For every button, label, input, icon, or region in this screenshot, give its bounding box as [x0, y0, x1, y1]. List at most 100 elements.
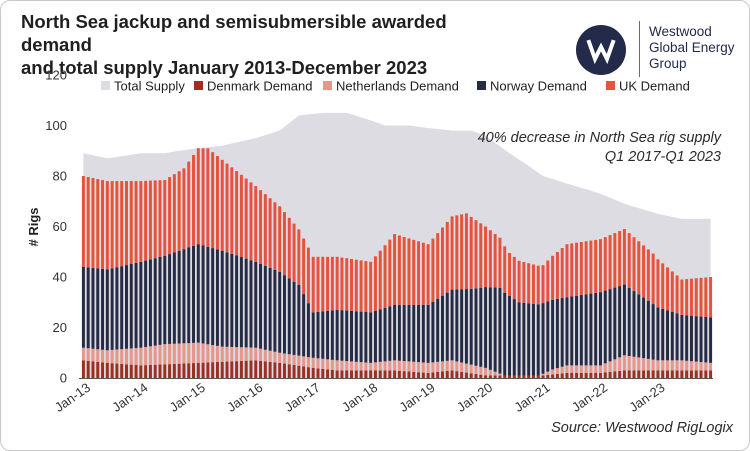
- bar-denmark-demand-60: [369, 370, 373, 378]
- bar-uk-demand-29: [220, 159, 224, 251]
- bar-uk-demand-42: [283, 212, 286, 276]
- bar-norway-demand-23: [192, 245, 195, 343]
- bar-netherlands-demand-44: [292, 354, 296, 366]
- bar-denmark-demand-120: [656, 370, 660, 378]
- bar-denmark-demand-84: [484, 375, 488, 378]
- bar-norway-demand-72: [426, 304, 430, 363]
- bar-norway-demand-118: [646, 300, 650, 359]
- bar-uk-demand-86: [493, 233, 497, 288]
- bar-norway-demand-92: [522, 302, 526, 376]
- bar-denmark-demand-37: [259, 360, 263, 378]
- bar-norway-demand-87: [498, 287, 502, 374]
- bar-denmark-demand-51: [326, 369, 330, 378]
- chart-title-line-1: North Sea jackup and semisubmersible awa…: [21, 11, 447, 55]
- bar-uk-demand-106: [589, 240, 593, 294]
- bar-denmark-demand-20: [177, 363, 181, 378]
- bar-denmark-demand-55: [345, 370, 349, 378]
- bar-netherlands-demand-41: [278, 352, 282, 363]
- bar-uk-demand-67: [402, 236, 406, 305]
- bar-uk-demand-95: [536, 265, 540, 305]
- bar-denmark-demand-48: [311, 367, 315, 378]
- bar-netherlands-demand-38: [263, 349, 267, 362]
- bar-denmark-demand-57: [354, 370, 358, 378]
- bar-uk-demand-72: [426, 244, 430, 305]
- bar-uk-demand-57: [354, 259, 358, 312]
- bar-netherlands-demand-4: [101, 349, 105, 363]
- bar-norway-demand-108: [599, 292, 602, 366]
- bar-uk-demand-41: [278, 206, 282, 272]
- bar-denmark-demand-5: [105, 362, 109, 378]
- x-tick-label: Jan-21: [511, 380, 552, 415]
- bar-netherlands-demand-101: [565, 365, 569, 373]
- bar-uk-demand-0: [81, 176, 85, 267]
- bar-denmark-demand-119: [651, 370, 655, 378]
- bar-netherlands-demand-28: [215, 345, 219, 363]
- bar-norway-demand-14: [148, 259, 152, 347]
- bar-norway-demand-8: [120, 266, 124, 350]
- bar-norway-demand-68: [407, 304, 411, 362]
- bar-denmark-demand-34: [244, 360, 248, 378]
- bar-uk-demand-43: [287, 217, 291, 279]
- bar-netherlands-demand-52: [330, 359, 334, 370]
- bar-uk-demand-73: [431, 238, 435, 302]
- bar-uk-demand-125: [680, 279, 684, 315]
- bar-denmark-demand-101: [565, 372, 569, 378]
- bar-norway-demand-124: [675, 313, 679, 361]
- bar-uk-demand-2: [91, 178, 95, 268]
- y-tick-label: 100: [45, 118, 67, 133]
- bar-norway-demand-84: [484, 287, 488, 368]
- bar-denmark-demand-111: [613, 371, 617, 378]
- bar-denmark-demand-95: [536, 375, 540, 378]
- bar-netherlands-demand-74: [436, 361, 440, 372]
- bar-denmark-demand-100: [560, 373, 564, 378]
- bar-uk-demand-120: [656, 259, 660, 308]
- bar-denmark-demand-18: [168, 364, 172, 378]
- bar-uk-demand-5: [105, 181, 109, 270]
- bar-norway-demand-100: [560, 298, 564, 367]
- supply-annotation: 40% decrease in North Sea rig supply Q1 …: [478, 129, 721, 167]
- bar-denmark-demand-54: [340, 370, 344, 378]
- bar-uk-demand-60: [369, 261, 373, 313]
- bar-denmark-demand-122: [666, 370, 669, 378]
- bar-uk-demand-13: [144, 180, 148, 261]
- bar-uk-demand-115: [632, 237, 636, 292]
- bar-uk-demand-45: [297, 229, 301, 285]
- bar-norway-demand-65: [393, 304, 397, 361]
- bar-denmark-demand-9: [125, 364, 128, 378]
- bar-uk-demand-70: [417, 241, 421, 305]
- x-tick-label: Jan-13: [52, 380, 93, 415]
- bar-netherlands-demand-25: [201, 343, 205, 363]
- bar-netherlands-demand-85: [488, 369, 492, 376]
- bar-denmark-demand-6: [110, 363, 114, 378]
- bar-norway-demand-75: [441, 295, 444, 362]
- bar-netherlands-demand-107: [594, 365, 598, 373]
- bar-norway-demand-12: [139, 261, 143, 348]
- bar-netherlands-demand-5: [105, 350, 109, 363]
- y-tick-label: 60: [53, 219, 67, 234]
- bar-norway-demand-22: [187, 247, 191, 344]
- bar-uk-demand-50: [321, 256, 325, 312]
- bar-denmark-demand-74: [436, 371, 440, 378]
- bar-netherlands-demand-39: [268, 350, 272, 362]
- bar-norway-demand-54: [340, 310, 344, 361]
- bar-denmark-demand-67: [402, 371, 406, 378]
- bar-uk-demand-6: [110, 181, 114, 269]
- y-tick-label: 20: [53, 320, 67, 335]
- bar-denmark-demand-76: [445, 370, 449, 378]
- bar-norway-demand-6: [110, 268, 114, 350]
- bar-uk-demand-112: [618, 231, 622, 287]
- bar-netherlands-demand-86: [493, 371, 497, 376]
- bar-uk-demand-4: [101, 180, 105, 269]
- bar-norway-demand-52: [330, 310, 334, 360]
- bar-denmark-demand-87: [498, 375, 502, 378]
- bar-norway-demand-38: [263, 265, 267, 350]
- bar-uk-demand-122: [666, 267, 669, 311]
- bar-norway-demand-106: [589, 293, 593, 366]
- bar-uk-demand-79: [460, 214, 464, 290]
- bar-denmark-demand-52: [330, 369, 334, 378]
- bar-netherlands-demand-51: [326, 359, 330, 370]
- bar-norway-demand-44: [292, 281, 296, 355]
- bar-norway-demand-42: [283, 275, 286, 354]
- bar-norway-demand-123: [670, 311, 674, 361]
- bar-uk-demand-8: [120, 181, 124, 267]
